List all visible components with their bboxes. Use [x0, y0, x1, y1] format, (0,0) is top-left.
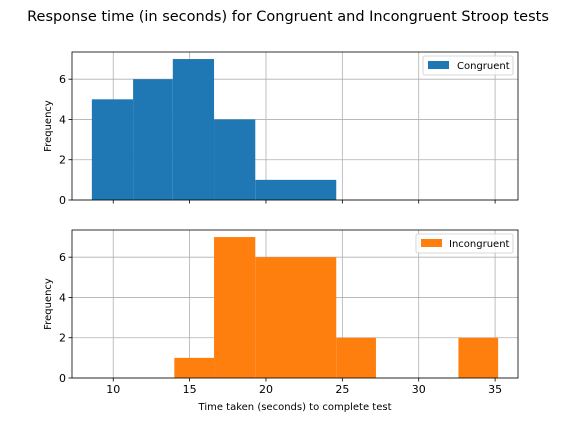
y-axis-label: Frequency — [43, 278, 54, 330]
incongruent-histogram-panel: 10 15 20 25 30 35 0 2 4 6 Frequency Time taken (… — [43, 229, 519, 413]
histogram-bar — [214, 237, 256, 378]
x-tick-label: 25 — [335, 383, 349, 396]
y-ticks: 0 2 4 6 — [59, 251, 72, 385]
histogram-bar — [295, 257, 337, 378]
x-tick-label: 20 — [259, 383, 273, 396]
axes-frame — [71, 51, 519, 201]
y-tick-label: 2 — [59, 154, 66, 167]
histogram-bars — [174, 237, 499, 378]
legend: Congruent — [422, 55, 514, 76]
y-tick-label: 2 — [59, 332, 66, 345]
legend-swatch — [428, 61, 449, 69]
histogram-bar — [458, 337, 499, 378]
y-axis-label: Frequency — [43, 100, 54, 152]
y-tick-label: 0 — [59, 372, 66, 385]
legend-label: Congruent — [457, 61, 510, 72]
histogram-bar — [172, 59, 215, 200]
histogram-bar — [91, 99, 134, 200]
legend-frame — [422, 55, 514, 76]
y-ticks: 0 2 4 6 — [59, 73, 72, 207]
histogram-bar — [214, 119, 256, 200]
congruent-histogram-panel: 0 2 4 6 Frequency Congruent — [43, 51, 519, 207]
legend-swatch — [421, 239, 442, 247]
figure-title: Response time (in seconds) for Congruent… — [27, 9, 549, 25]
histogram-bar — [336, 337, 376, 378]
y-tick-label: 4 — [59, 291, 66, 304]
x-tick-label: 15 — [183, 383, 197, 396]
histogram-bar — [295, 179, 337, 200]
histogram-bar — [255, 257, 295, 378]
histogram-bar — [174, 357, 215, 378]
legend-label: Incongruent — [449, 239, 510, 250]
x-tick-label: 35 — [488, 383, 502, 396]
x-ticks — [112, 200, 496, 204]
y-tick-label: 4 — [59, 113, 66, 126]
histogram-bar — [133, 79, 173, 200]
y-tick-label: 6 — [59, 251, 66, 264]
x-axis-label: Time taken (seconds) to complete test — [198, 402, 392, 413]
y-tick-label: 0 — [59, 194, 66, 207]
y-tick-label: 6 — [59, 73, 66, 86]
x-tick-label: 10 — [106, 383, 120, 396]
legend: Incongruent — [415, 233, 514, 254]
histogram-bars — [91, 59, 337, 200]
x-tick-label: 30 — [412, 383, 426, 396]
x-ticks: 10 15 20 25 30 35 — [106, 378, 502, 396]
histogram-bar — [255, 179, 295, 200]
axes-frame — [71, 229, 519, 379]
legend-frame — [415, 233, 514, 254]
